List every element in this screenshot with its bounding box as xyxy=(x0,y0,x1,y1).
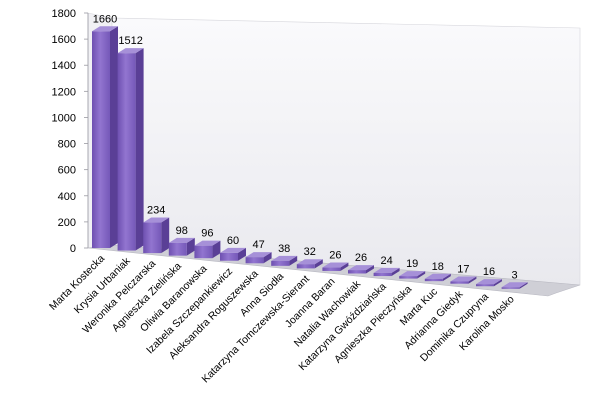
bar-top xyxy=(245,252,272,258)
bar-top xyxy=(424,273,451,279)
bar-side xyxy=(468,276,477,284)
bar-front xyxy=(92,31,110,249)
bar xyxy=(117,48,144,251)
bar-top xyxy=(271,255,298,261)
data-label: 1512 xyxy=(118,35,142,47)
data-label: 32 xyxy=(304,246,316,258)
bar-side xyxy=(314,259,323,269)
data-label: 98 xyxy=(176,225,188,237)
bar-side xyxy=(494,279,502,287)
data-label: 16 xyxy=(483,266,495,278)
data-label: 60 xyxy=(227,235,239,247)
bar xyxy=(245,252,272,264)
bar xyxy=(271,255,298,266)
bar-top xyxy=(220,247,246,253)
bar-side xyxy=(417,271,426,279)
bar xyxy=(424,273,451,282)
bar-front xyxy=(168,242,187,256)
data-label: 17 xyxy=(457,263,469,275)
bar-top xyxy=(322,262,349,268)
data-label: 24 xyxy=(380,255,392,267)
bar-front xyxy=(424,278,443,282)
bar-side xyxy=(519,282,528,289)
bar-front xyxy=(117,53,136,251)
y-tick-label: 1800 xyxy=(52,8,76,20)
bar-side xyxy=(289,255,298,266)
bar-front xyxy=(296,264,315,269)
bar-side xyxy=(110,26,118,249)
bar-top xyxy=(296,259,323,265)
data-label: 47 xyxy=(252,239,264,251)
bar-front xyxy=(194,245,213,259)
data-label: 26 xyxy=(329,250,341,262)
y-tick-label: 1200 xyxy=(52,86,76,98)
bar-side xyxy=(161,217,170,254)
bar-side xyxy=(238,247,246,261)
bar-top xyxy=(501,282,528,288)
bar-side xyxy=(442,273,451,282)
data-label: 26 xyxy=(355,252,367,264)
data-label: 96 xyxy=(201,228,213,240)
bar-front xyxy=(450,281,469,284)
bar xyxy=(168,237,195,256)
bar-front xyxy=(245,257,264,264)
y-tick-label: 1400 xyxy=(52,60,76,72)
bar-side xyxy=(212,240,221,259)
bar-front xyxy=(399,276,418,279)
y-tick-label: 1000 xyxy=(52,112,76,124)
bar xyxy=(194,240,221,259)
bar-top xyxy=(194,240,221,246)
bar xyxy=(92,26,118,249)
bar xyxy=(220,247,246,261)
bar-top xyxy=(450,276,477,282)
bar-top xyxy=(373,267,400,273)
bar-top xyxy=(476,279,502,285)
y-tick-label: 1600 xyxy=(52,34,76,46)
bar-front xyxy=(501,287,520,289)
bar xyxy=(373,267,400,277)
bar-side xyxy=(186,237,195,256)
y-tick-label: 400 xyxy=(58,191,76,203)
bar-side xyxy=(263,252,272,264)
bar-top xyxy=(92,26,118,32)
data-label: 19 xyxy=(406,258,418,270)
bar-side xyxy=(340,262,349,271)
bar-top xyxy=(348,265,374,271)
y-axis: 0 200 400 600 800 1000 1200 1400 1600 1800 xyxy=(52,8,89,255)
bar xyxy=(476,279,502,287)
data-label: 234 xyxy=(147,205,165,217)
bar xyxy=(501,282,528,289)
bar-front xyxy=(322,267,341,271)
y-tick-label: 800 xyxy=(58,139,76,151)
bar-front xyxy=(143,222,162,254)
y-tick-label: 600 xyxy=(58,165,76,177)
bar xyxy=(399,271,426,279)
data-label: 18 xyxy=(432,261,444,273)
bar xyxy=(450,276,477,284)
bar-side xyxy=(366,265,374,274)
bar-top xyxy=(168,237,195,243)
bar xyxy=(322,262,349,271)
data-label: 1660 xyxy=(93,13,117,25)
bars xyxy=(92,26,528,289)
bar-front xyxy=(271,260,290,266)
bar xyxy=(296,259,323,269)
bar-top xyxy=(143,217,170,223)
bar-front xyxy=(348,270,366,274)
y-tick-label: 0 xyxy=(70,243,76,255)
bar-side xyxy=(135,48,144,251)
bar-side xyxy=(391,267,400,277)
y-tick-label: 200 xyxy=(58,217,76,229)
bar-top xyxy=(399,271,426,277)
bar-front xyxy=(476,284,494,287)
bar xyxy=(143,217,170,254)
bar xyxy=(348,265,374,274)
bar-top xyxy=(117,48,144,54)
bar-front xyxy=(220,252,238,261)
data-label: 3 xyxy=(512,269,518,281)
bar-front xyxy=(373,272,392,277)
data-label: 38 xyxy=(278,243,290,255)
